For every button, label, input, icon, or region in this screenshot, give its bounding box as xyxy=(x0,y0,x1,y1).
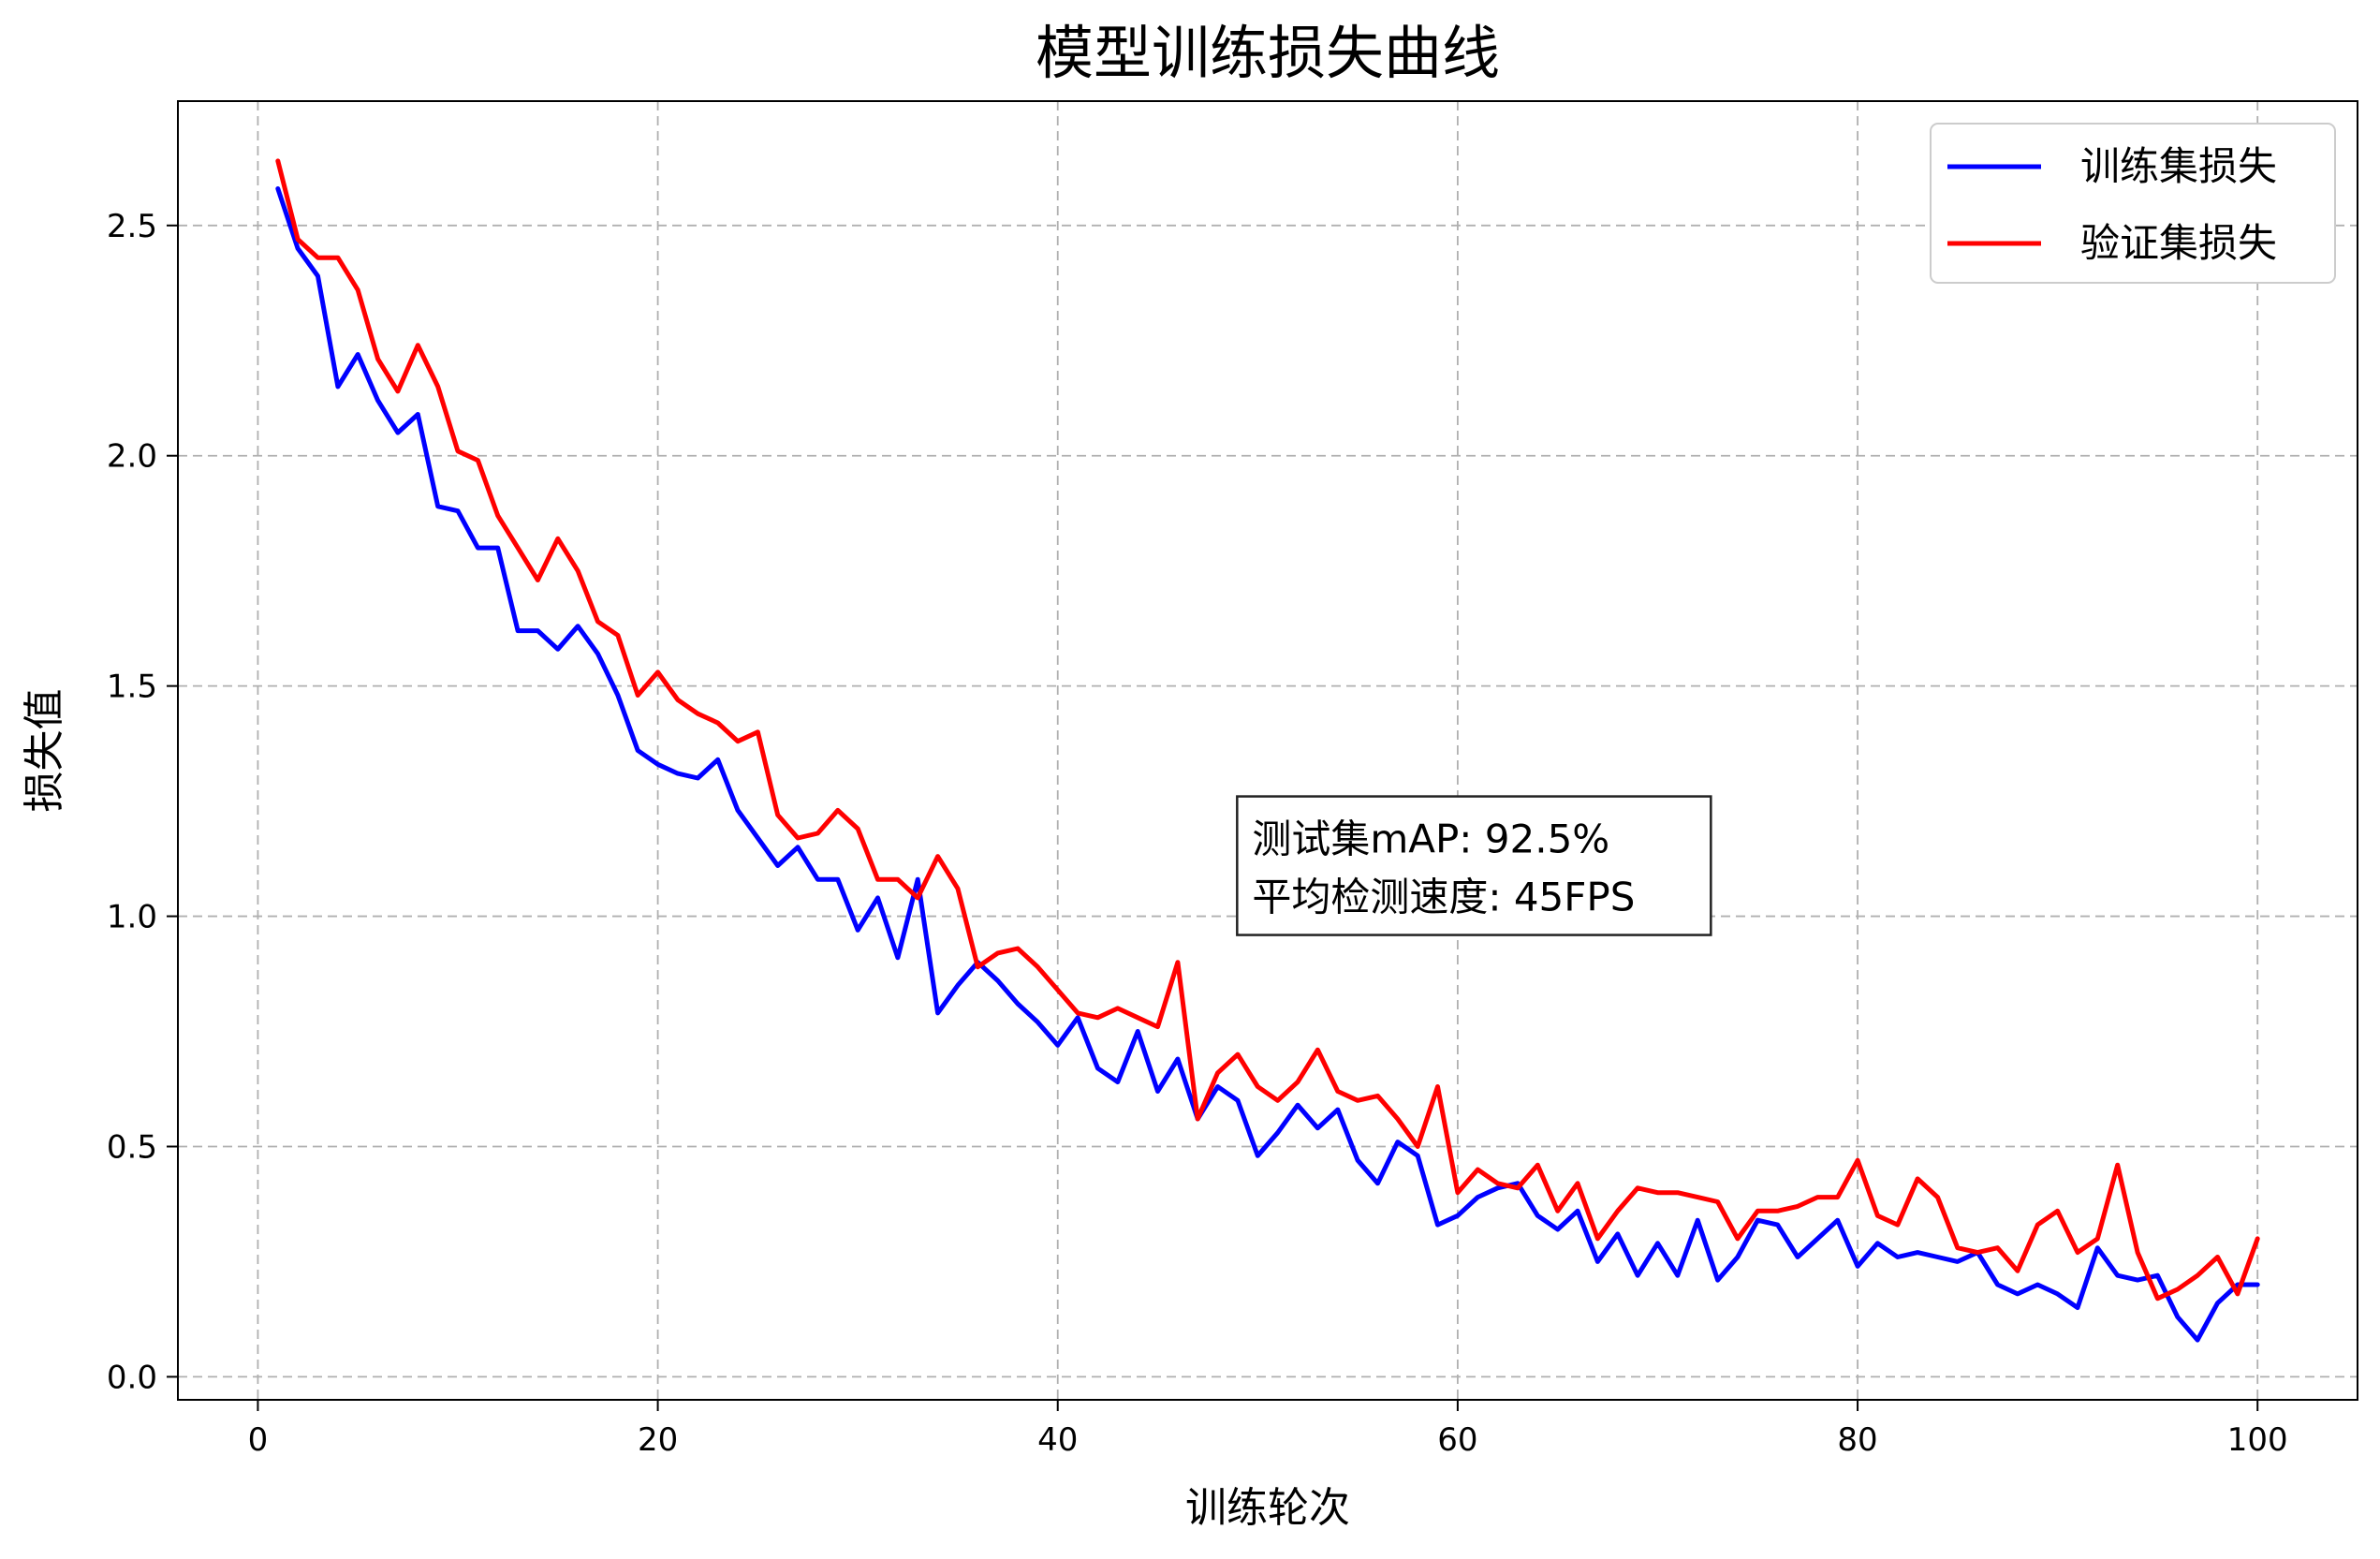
legend-label-train: 训练集损失 xyxy=(2080,143,2277,189)
x-axis-title: 训练轮次 xyxy=(1185,1484,1350,1532)
annotation-box-frame xyxy=(1236,795,1712,936)
x-tick-label: 80 xyxy=(1837,1421,1877,1459)
val-loss-line xyxy=(275,158,2260,1302)
y-tick-label: 2.0 xyxy=(107,438,157,476)
y-axis-ticks: 0.0 0.5 1.0 1.5 2.0 2.5 xyxy=(107,208,178,1396)
annotation-map-text: 测试集mAP: 92.5% xyxy=(1252,816,1609,862)
y-tick-label: 1.0 xyxy=(107,899,157,936)
y-tick-label: 2.5 xyxy=(107,208,157,245)
y-tick-label: 1.5 xyxy=(107,669,157,706)
x-tick-label: 100 xyxy=(2227,1421,2288,1459)
series-lines xyxy=(275,158,2260,1343)
chart-title: 模型训练损失曲线 xyxy=(1036,19,1500,87)
y-tick-label: 0.5 xyxy=(107,1128,157,1166)
train-loss-line xyxy=(275,186,2260,1343)
plot-frame xyxy=(177,100,2358,1401)
x-axis-ticks: 0 20 40 60 80 100 xyxy=(248,1400,2288,1459)
x-tick-label: 20 xyxy=(638,1421,678,1459)
y-axis-title: 损失值 xyxy=(21,689,68,813)
x-tick-label: 40 xyxy=(1037,1421,1078,1459)
legend-label-val: 验证集损失 xyxy=(2080,220,2277,266)
x-tick-label: 60 xyxy=(1437,1421,1477,1459)
annotation-fps-text: 平均检测速度: 45FPS xyxy=(1252,875,1635,920)
legend: 训练集损失 验证集损失 xyxy=(1930,123,2336,284)
y-tick-label: 0.0 xyxy=(107,1359,157,1396)
x-tick-label: 0 xyxy=(248,1421,269,1459)
metrics-annotation-box: 测试集mAP: 92.5% 平均检测速度: 45FPS xyxy=(1236,795,1712,936)
